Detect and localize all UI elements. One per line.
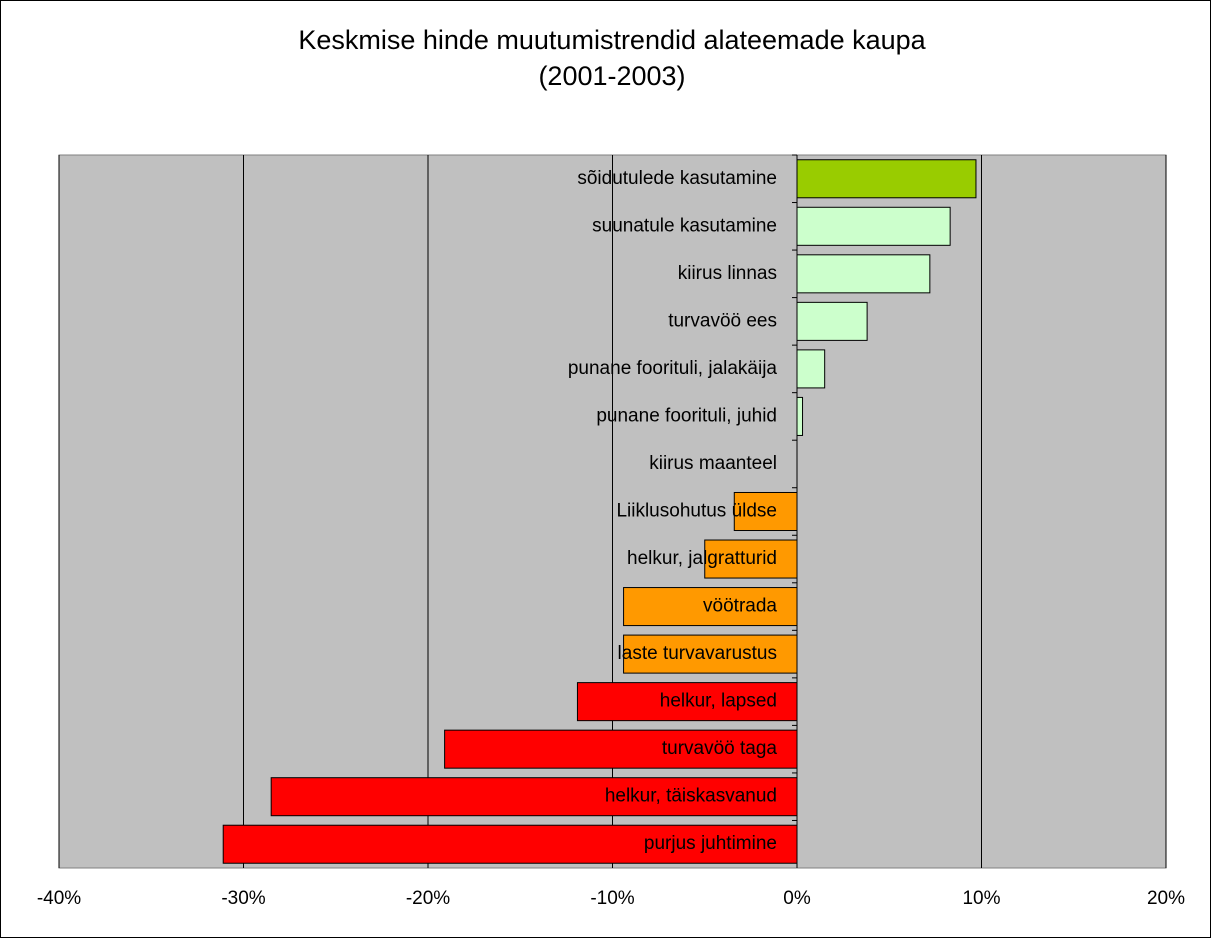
bar — [796, 254, 931, 294]
category-label: punane foorituli, juhid — [596, 405, 777, 426]
bar — [796, 349, 826, 389]
bar — [796, 206, 951, 246]
x-tick-label: 0% — [783, 888, 811, 909]
category-label: purjus juhtimine — [644, 833, 777, 854]
x-tick-label: -40% — [37, 888, 81, 909]
category-label: helkur, lapsed — [660, 691, 777, 712]
bar — [796, 396, 804, 436]
category-label: vöötrada — [703, 596, 777, 617]
bar — [623, 587, 798, 627]
category-label: kiirus maanteel — [649, 453, 777, 474]
bar — [796, 159, 977, 199]
category-label: punane foorituli, jalakäija — [568, 358, 778, 379]
x-tick-label: -20% — [406, 888, 450, 909]
category-label: helkur, täiskasvanud — [605, 786, 777, 807]
x-tick-label: -10% — [590, 888, 634, 909]
category-label: suunatule kasutamine — [592, 215, 777, 236]
bar — [733, 491, 798, 532]
x-tick-label: -30% — [221, 888, 265, 909]
x-tick-label: 10% — [962, 888, 1000, 909]
category-label: laste turvavarustus — [618, 643, 777, 664]
chart-subtitle: (2001-2003) — [538, 61, 685, 91]
category-label: sõidutulede kasutamine — [577, 168, 777, 189]
category-label: kiirus linnas — [678, 263, 777, 284]
bar — [704, 539, 798, 579]
category-label: Liiklusohutus üldse — [616, 501, 777, 522]
bar — [270, 777, 798, 817]
category-label: helkur, jalgratturid — [627, 548, 777, 569]
x-tick-label: 20% — [1147, 888, 1185, 909]
chart-title: Keskmise hinde muutumistrendid alateemad… — [298, 25, 926, 55]
category-label: turvavöö taga — [662, 738, 778, 759]
bar — [796, 301, 868, 341]
category-label: turvavöö ees — [668, 310, 777, 331]
bar — [623, 634, 798, 674]
